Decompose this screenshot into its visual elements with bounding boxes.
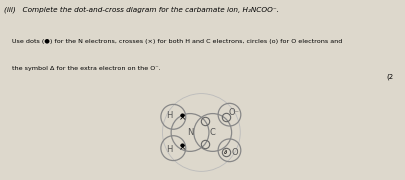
Text: Use dots (●) for the N electrons, crosses (×) for both H and C electrons, circle: Use dots (●) for the N electrons, crosse… <box>12 39 342 44</box>
Text: (2: (2 <box>386 74 393 80</box>
Text: the symbol Δ for the extra electron on the O⁻.: the symbol Δ for the extra electron on t… <box>12 66 160 71</box>
Text: N: N <box>186 128 193 137</box>
Text: ∂: ∂ <box>224 150 227 155</box>
Text: ×: × <box>178 144 185 153</box>
Text: ×: × <box>178 113 185 122</box>
Text: H: H <box>166 111 172 120</box>
Text: C: C <box>209 128 215 137</box>
Text: (iii)   Complete the dot-and-cross diagram for the carbamate ion, H₂NCOO⁻.: (iii) Complete the dot-and-cross diagram… <box>4 6 278 13</box>
Text: O: O <box>230 148 237 157</box>
Text: O⁻: O⁻ <box>228 108 239 117</box>
Text: H: H <box>166 145 172 154</box>
